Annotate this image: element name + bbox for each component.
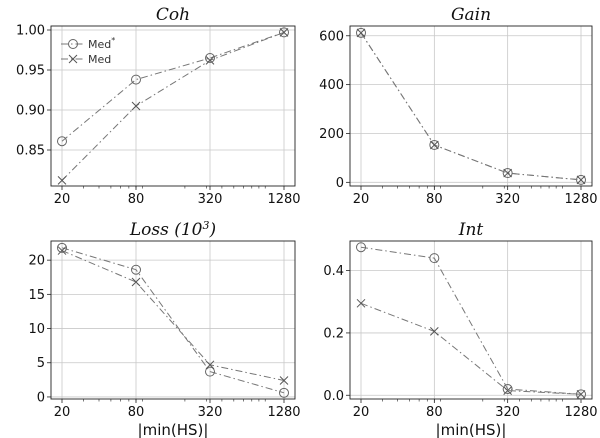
x-tick-label: 20	[54, 192, 71, 207]
point-x	[131, 277, 141, 287]
point-circle	[576, 389, 586, 400]
point-x	[576, 389, 586, 399]
axes-frame	[349, 240, 593, 400]
point-x	[356, 28, 366, 38]
point-circle	[205, 366, 215, 377]
x-tick-label: 80	[426, 192, 443, 207]
series-line-2	[360, 32, 582, 181]
subplot-3: 20 80 320 1280 0 5 10 15 20 Loss (103) |min(HS)|	[28, 219, 300, 438]
legend-label: Med*	[88, 36, 115, 51]
point-x	[429, 327, 439, 336]
point-circle	[356, 27, 366, 38]
point-circle	[279, 27, 289, 38]
subplot-title: Loss (103)	[129, 219, 216, 240]
point-circle	[131, 74, 141, 85]
point-circle	[502, 168, 513, 179]
x-tick-label: 80	[128, 192, 145, 207]
series-line-2	[61, 31, 285, 181]
x-tick-label: 1280	[564, 192, 597, 207]
axes-frame	[50, 240, 296, 400]
subplot-2: 20 80 320 1280 0 200 400 600 Gain	[319, 5, 597, 207]
x-tick-label: 320	[198, 192, 223, 207]
legend-label: Med	[88, 53, 111, 66]
y-tick-label: 0.0	[323, 389, 344, 404]
point-circle	[429, 139, 440, 150]
y-tick-label: 0	[37, 390, 45, 405]
x-tick-label: 20	[353, 192, 370, 207]
y-tick-label: 15	[28, 288, 45, 303]
point-x	[576, 175, 586, 185]
point-circle	[57, 242, 67, 253]
point-circle	[205, 53, 215, 63]
x-tick-label: 20	[54, 405, 71, 420]
x-tick-label: 80	[426, 405, 443, 420]
point-x	[205, 360, 215, 370]
y-tick-label: 0	[336, 176, 344, 191]
y-tick-label: 0.95	[16, 64, 45, 79]
point-circle	[57, 136, 67, 147]
point-x	[279, 376, 289, 385]
point-circle	[502, 384, 513, 395]
point-x	[205, 56, 215, 65]
series-line-1	[360, 246, 582, 395]
y-tick-label: 0.85	[16, 144, 45, 159]
axes-frame	[50, 25, 296, 187]
subplot-4: 20 80 320 1280 0.0 0.2 0.4 Int |min(HS)|	[323, 220, 597, 438]
legend-marker-circle	[68, 39, 78, 49]
point-circle	[279, 387, 289, 398]
legend: Med* Med	[61, 36, 115, 66]
point-x	[356, 298, 366, 308]
y-tick-label: 20	[28, 254, 45, 269]
point-circle	[429, 253, 440, 264]
y-tick-label: 10	[28, 322, 45, 337]
point-x	[503, 386, 513, 395]
point-x	[429, 140, 439, 150]
point-x	[57, 246, 67, 255]
series-line-1	[360, 32, 582, 181]
y-tick-label: 200	[319, 127, 344, 142]
subplot-title: Int	[458, 220, 484, 240]
x-tick-label: 1280	[564, 405, 597, 420]
point-circle	[131, 264, 141, 275]
y-tick-label: 0.4	[323, 264, 344, 279]
subplot-1: 20 80 320 1280 0.85 0.90 0.95 1.00 Coh Med* Med	[16, 5, 301, 207]
y-tick-label: 5	[37, 356, 45, 371]
point-x	[279, 28, 289, 37]
x-tick-label: 320	[495, 405, 520, 420]
series-line-2	[360, 302, 582, 395]
axes-frame	[349, 25, 593, 187]
point-x	[57, 176, 67, 185]
subplot-title: Gain	[451, 5, 491, 25]
y-tick-label: 0.2	[323, 326, 344, 341]
y-tick-label: 600	[319, 29, 344, 44]
series-line-1	[61, 247, 285, 394]
point-x	[503, 168, 513, 178]
x-axis-label: |min(HS)|	[138, 421, 209, 438]
point-circle	[356, 242, 366, 253]
x-axis-label: |min(HS)|	[436, 421, 507, 438]
x-tick-label: 20	[353, 405, 370, 420]
legend-marker-x	[68, 54, 78, 64]
x-tick-label: 1280	[267, 192, 300, 207]
series-line-2	[61, 250, 285, 381]
subplot-title: Coh	[156, 5, 190, 25]
x-tick-label: 320	[495, 192, 520, 207]
point-x	[131, 101, 141, 111]
x-tick-label: 320	[198, 405, 223, 420]
y-tick-label: 0.90	[16, 104, 45, 119]
x-tick-label: 80	[128, 405, 145, 420]
x-tick-label: 1280	[267, 405, 300, 420]
series-line-1	[61, 31, 285, 142]
y-tick-label: 400	[319, 78, 344, 93]
y-tick-label: 1.00	[16, 24, 45, 39]
